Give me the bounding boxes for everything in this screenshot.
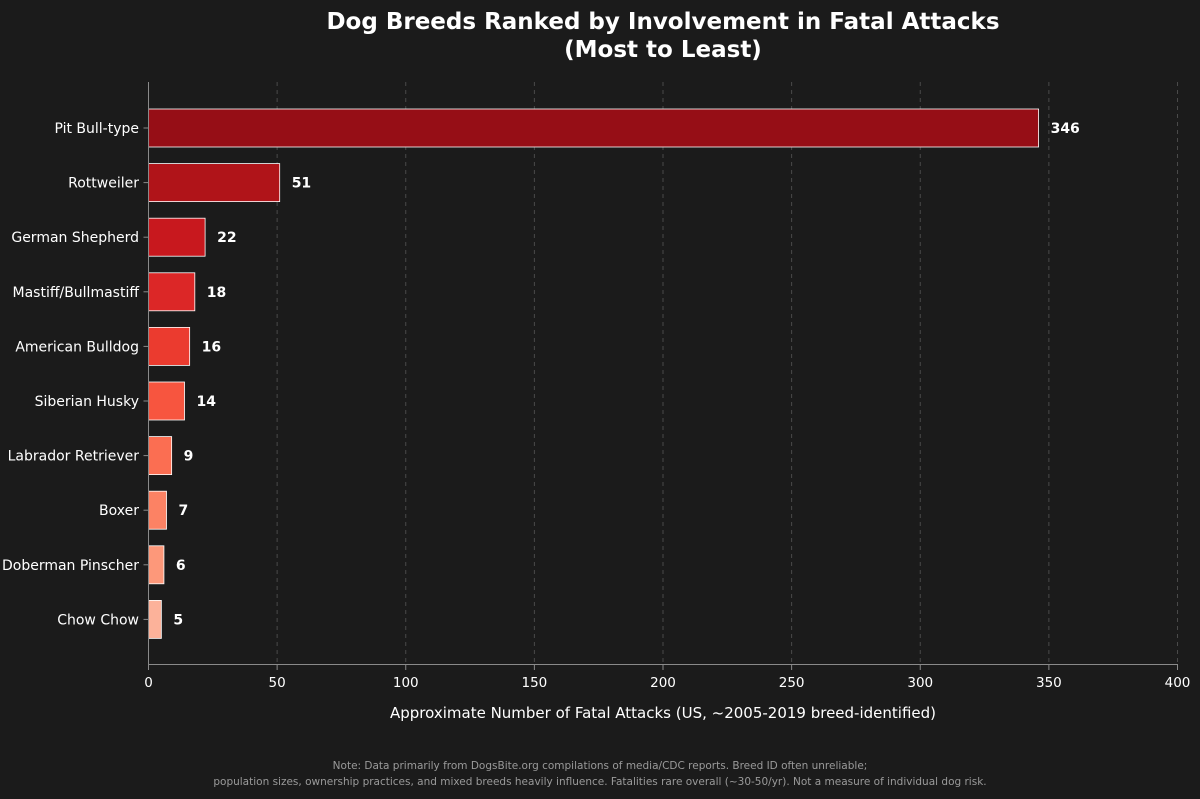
y-tick-label: German Shepherd	[11, 230, 139, 246]
data-label: 14	[197, 394, 217, 410]
bar	[148, 490, 167, 530]
data-label: 22	[217, 230, 236, 246]
data-label: 6	[176, 558, 186, 574]
x-tick-label: 400	[1165, 675, 1191, 691]
data-label: 7	[179, 503, 189, 519]
data-label: 16	[202, 339, 221, 355]
bar	[148, 600, 162, 639]
bars	[148, 108, 1039, 639]
bar	[148, 545, 165, 585]
bar	[148, 326, 191, 366]
y-tick-label: Mastiff/Bullmastiff	[13, 285, 140, 301]
data-label: 18	[207, 285, 226, 301]
chart-subtitle: (Most to Least)	[564, 37, 762, 63]
y-tick-label: Chow Chow	[57, 612, 139, 628]
y-tick-label: Boxer	[99, 503, 139, 519]
data-label: 5	[173, 612, 183, 628]
x-tick-label: 50	[269, 675, 286, 691]
bar	[148, 272, 196, 312]
bar	[148, 436, 173, 476]
y-tick-labels: Pit Bull-type Rottweiler German Shepherd Ma…	[2, 121, 149, 628]
y-tick-label: Siberian Husky	[35, 394, 139, 410]
data-label: 9	[184, 449, 194, 465]
y-tick-label: Labrador Retriever	[8, 449, 140, 465]
y-tick-label: Pit Bull-type	[54, 121, 139, 137]
data-labels: 346 51 22 18 16 14 9 7 6 5	[173, 121, 1079, 628]
chart-title: Dog Breeds Ranked by Involvement in Fata…	[326, 9, 999, 35]
x-tick-labels: 0 50 100 150 200 250 300 350 400	[144, 665, 1190, 691]
x-tick-label: 350	[1036, 675, 1062, 691]
y-tick-label: Doberman Pinscher	[2, 558, 139, 574]
x-axis-title: Approximate Number of Fatal Attacks (US,…	[390, 704, 936, 722]
bar	[148, 381, 185, 421]
footnote-line-1: Note: Data primarily from DogsBite.org c…	[333, 760, 868, 772]
x-tick-label: 300	[907, 675, 933, 691]
x-tick-label: 250	[779, 675, 805, 691]
y-tick-label: American Bulldog	[15, 339, 139, 355]
bar	[148, 217, 206, 257]
footnote-line-2: population sizes, ownership practices, a…	[213, 776, 986, 788]
x-tick-label: 100	[393, 675, 419, 691]
y-tick-label: Rottweiler	[68, 176, 139, 192]
bar	[148, 163, 281, 203]
x-tick-label: 200	[650, 675, 676, 691]
data-label: 51	[292, 176, 311, 192]
data-label: 346	[1051, 121, 1080, 137]
x-tick-label: 0	[144, 675, 153, 691]
x-tick-label: 150	[521, 675, 547, 691]
bar	[148, 108, 1039, 148]
axes	[148, 82, 1178, 665]
